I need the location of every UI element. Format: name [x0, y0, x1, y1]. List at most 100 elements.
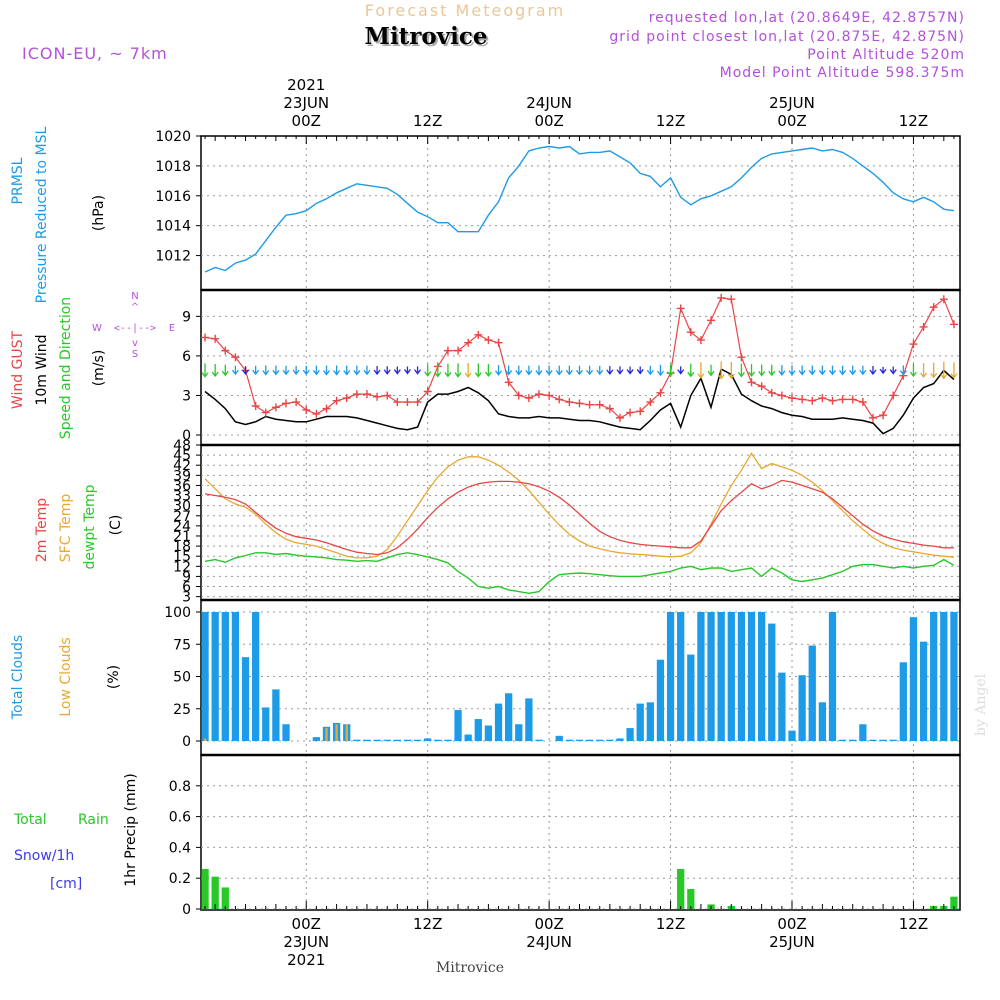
time-label-top: 25JUN	[769, 94, 815, 112]
compass-w: W	[92, 323, 102, 334]
y-tick-label: 42	[173, 458, 191, 474]
total-clouds-bar	[828, 612, 837, 741]
wind-gust-marker	[423, 387, 432, 396]
y-tick-label: 18	[173, 539, 191, 555]
total-clouds-bar	[677, 612, 685, 741]
total-clouds-bar	[231, 612, 240, 741]
y-tick-label: 1018	[155, 159, 191, 175]
time-label-bottom: 23JUN	[283, 933, 329, 951]
y-tick-label: 0.8	[169, 779, 191, 795]
wind-gust-marker	[919, 322, 928, 331]
wind-direction-arrow	[302, 365, 310, 376]
wind-gust-marker	[605, 404, 614, 413]
wind-gust-marker	[676, 304, 685, 313]
time-label-bottom: 00Z	[777, 915, 806, 933]
total-clouds-bar	[737, 612, 746, 741]
station-title-shadow: Mitrovice	[366, 25, 489, 52]
point-altitude: Point Altitude 520m	[807, 47, 965, 63]
wind-gust-marker	[494, 338, 503, 347]
watermark: by Angel	[973, 673, 989, 736]
compass-arrow-up: ^	[131, 302, 139, 313]
wind-direction-arrow	[525, 365, 533, 376]
wind-gust-marker	[565, 398, 574, 407]
wind-direction-arrow	[535, 365, 543, 376]
wind-direction-arrow	[909, 363, 917, 378]
total-clouds-bar	[363, 739, 371, 741]
wind-direction-arrow	[262, 365, 270, 376]
total-clouds-bar	[950, 612, 958, 741]
low-clouds-bar	[325, 728, 328, 741]
total-clouds-bar	[879, 739, 887, 741]
wind-gust-marker	[798, 395, 807, 404]
total-clouds-bar	[687, 654, 695, 741]
wind-direction-arrow	[879, 366, 887, 375]
wind-gust-marker	[352, 390, 361, 399]
y-tick-label: 50	[173, 670, 191, 686]
compass-rose: N ^ W <--|--> E v S	[92, 291, 175, 360]
wind-gust-marker	[808, 396, 817, 405]
wind-direction-arrow	[636, 366, 644, 375]
y-tick-label: 25	[173, 702, 191, 718]
gridpoint-coords: grid point closest lon,lat (20.875E, 42.…	[609, 29, 965, 45]
wind-gust-marker	[292, 398, 301, 407]
model-altitude: Model Point Altitude 598.375m	[720, 65, 965, 81]
wind-direction-arrow	[505, 365, 513, 376]
total-clouds-bar	[585, 739, 594, 741]
wind-direction-arrow	[403, 366, 411, 375]
wind-gust-marker	[322, 404, 331, 413]
total-clouds-bar	[788, 730, 796, 741]
wind-direction-arrow	[920, 363, 928, 379]
y-tick-label: 3	[182, 590, 191, 606]
total-clouds-bar	[919, 641, 928, 741]
temp-2m-label: 2m Temp	[34, 498, 50, 562]
wind-direction-arrow	[818, 365, 826, 376]
wind-gust-marker	[767, 388, 776, 397]
wind-gust-marker	[504, 378, 513, 387]
wind-gust-marker	[626, 408, 635, 417]
total-clouds-bar	[353, 739, 361, 741]
wind-direction-arrow	[464, 363, 472, 379]
wind-gust-marker	[484, 336, 493, 345]
wind-gust-marker	[696, 336, 705, 345]
panel-4: 0 0.2 0.4 0.6 0.8	[169, 754, 961, 918]
wind-gust-marker	[332, 396, 341, 405]
total-clouds-bar	[494, 703, 503, 741]
wind-direction-arrow	[292, 365, 300, 376]
temp-2m-series-line	[204, 479, 954, 556]
total-clouds-bar	[727, 612, 735, 741]
clouds-low-label: Low Clouds	[58, 637, 74, 716]
y-tick-label: 21	[173, 529, 191, 545]
wind-direction-arrow	[808, 365, 816, 376]
panel-1: 0 3 6 9	[182, 289, 961, 446]
total-clouds-bar	[424, 738, 432, 741]
total-clouds-bar	[666, 612, 675, 741]
wind-10m-label: 10m Wind	[34, 334, 50, 405]
time-label-top: 00Z	[292, 112, 321, 130]
wind-direction-arrow	[393, 366, 401, 375]
y-tick-label: 1012	[155, 249, 191, 265]
total-clouds-bar	[474, 719, 482, 741]
y-tick-label: 0	[182, 734, 191, 750]
compass-n: N	[131, 291, 138, 302]
temp-unit: (C)	[108, 515, 124, 536]
y-tick-label: 6	[182, 349, 191, 365]
wind-gust-marker	[454, 346, 463, 355]
wind-gust-marker	[889, 391, 898, 400]
wind-direction-arrow	[778, 365, 786, 376]
precip-snow-unit: [cm]	[50, 876, 82, 892]
wind-gust-marker	[636, 407, 645, 416]
temp-dew-label: dewpt Temp	[82, 484, 98, 569]
time-label-top: 12Z	[899, 112, 928, 130]
wind-direction-arrow	[484, 364, 492, 377]
wind-direction-arrow	[201, 363, 209, 378]
total-clouds-bar	[555, 735, 563, 741]
total-clouds-bar	[403, 739, 412, 741]
wind-direction-arrow	[312, 365, 320, 376]
wind-direction-arrow	[677, 366, 685, 375]
wind-gust-marker	[545, 391, 554, 400]
wind-direction-arrow	[565, 365, 573, 376]
wind-direction-arrow	[343, 365, 351, 376]
precip-axis-label: 1hr Precip (mm)	[123, 773, 139, 886]
wind-direction-arrow	[788, 365, 796, 376]
